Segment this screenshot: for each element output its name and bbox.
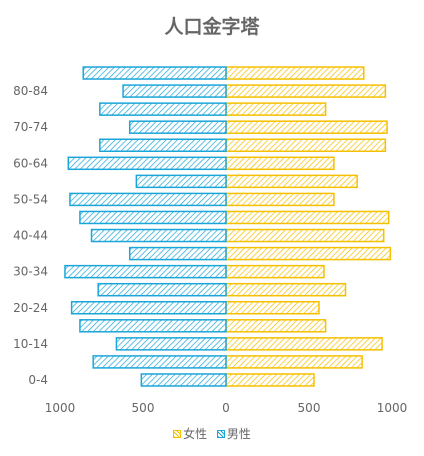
- y-tick-label: 20-24: [13, 301, 48, 315]
- bar-female-40-44[interactable]: [225, 228, 385, 243]
- legend-item-male[interactable]: 男性: [216, 425, 251, 442]
- bar-female-55-59[interactable]: [225, 174, 358, 189]
- bar-male-35-39[interactable]: [128, 246, 227, 261]
- bar-male-15-19[interactable]: [79, 319, 227, 333]
- y-tick-label: 0-4: [28, 373, 48, 387]
- bar-female-20-24[interactable]: [225, 301, 320, 315]
- bar-male-10-14[interactable]: [115, 337, 227, 351]
- bar-female-45-49[interactable]: [225, 210, 390, 225]
- bar-female-5-9[interactable]: [225, 355, 363, 369]
- bar-female-75-79[interactable]: [225, 102, 327, 116]
- y-axis-ticks: 0-4 10-14 20-24 30-34 40-44 50-54 60-64 70-74 80…: [13, 84, 48, 387]
- legend-item-female[interactable]: 女性: [173, 425, 207, 442]
- y-tick-label: 30-34: [13, 265, 48, 279]
- bar-male-85+[interactable]: [82, 66, 227, 80]
- y-tick-label: 10-14: [13, 337, 48, 351]
- x-tick-label: 1000: [377, 401, 408, 415]
- bar-male-65-69[interactable]: [99, 138, 227, 152]
- bars-layer: [64, 66, 392, 387]
- bar-female-35-39[interactable]: [225, 246, 392, 261]
- bar-female-50-54[interactable]: [225, 192, 335, 207]
- x-tick-label: 500: [132, 401, 155, 415]
- y-tick-label: 70-74: [13, 120, 48, 134]
- y-tick-label: 50-54: [13, 192, 48, 206]
- bar-female-25-29[interactable]: [225, 282, 347, 297]
- bar-male-5-9[interactable]: [92, 355, 227, 369]
- bar-male-30-34[interactable]: [64, 264, 227, 279]
- legend: 女性 男性: [0, 425, 424, 442]
- bar-male-80-84[interactable]: [122, 84, 227, 98]
- bar-female-0-4[interactable]: [225, 373, 315, 387]
- bar-female-15-19[interactable]: [225, 319, 327, 333]
- legend-label-male: 男性: [226, 427, 251, 441]
- bar-female-85+[interactable]: [225, 66, 365, 80]
- bar-female-65-69[interactable]: [225, 138, 387, 152]
- legend-swatch-male: [216, 429, 225, 438]
- legend-swatch-female: [173, 429, 182, 438]
- x-tick-label: 1000: [45, 401, 76, 415]
- bar-male-45-49[interactable]: [79, 210, 227, 225]
- bar-female-80-84[interactable]: [225, 84, 387, 98]
- x-axis-ticks: 1000 500 0 500 1000: [45, 401, 408, 415]
- bar-male-60-64[interactable]: [67, 156, 227, 171]
- bar-female-10-14[interactable]: [225, 337, 383, 351]
- y-tick-label: 80-84: [13, 84, 48, 98]
- chart-title: 人口金字塔: [164, 16, 260, 38]
- bar-male-0-4[interactable]: [140, 373, 227, 387]
- bar-male-20-24[interactable]: [70, 301, 227, 315]
- bar-male-25-29[interactable]: [97, 282, 227, 297]
- bar-female-30-34[interactable]: [225, 264, 325, 279]
- y-tick-label: 60-64: [13, 156, 48, 170]
- bar-male-70-74[interactable]: [128, 120, 227, 134]
- bar-male-55-59[interactable]: [135, 174, 227, 189]
- legend-label-female: 女性: [183, 427, 208, 441]
- bar-male-75-79[interactable]: [99, 102, 227, 116]
- bar-female-60-64[interactable]: [225, 156, 335, 171]
- bar-male-40-44[interactable]: [90, 228, 227, 243]
- x-tick-label: 500: [298, 401, 321, 415]
- y-tick-label: 40-44: [13, 229, 48, 243]
- bar-male-50-54[interactable]: [69, 192, 227, 207]
- x-tick-label: 0: [222, 401, 230, 415]
- bar-female-70-74[interactable]: [225, 120, 388, 134]
